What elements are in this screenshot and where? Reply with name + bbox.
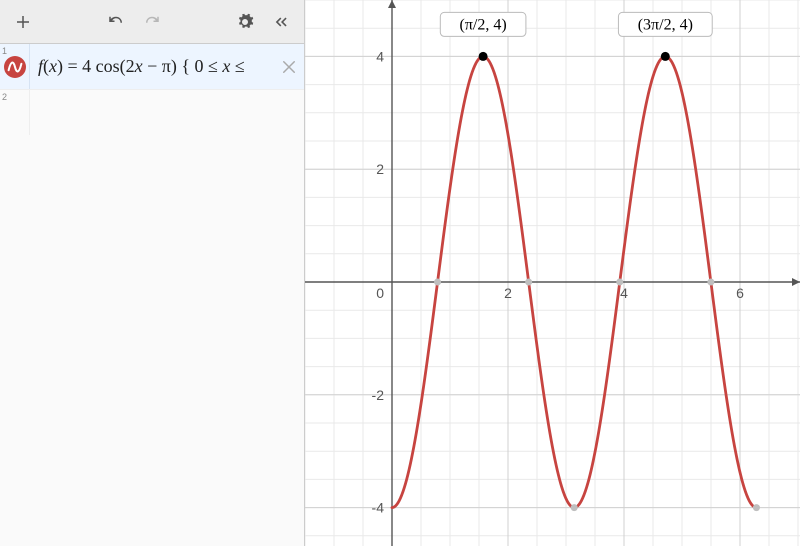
expression-row[interactable]: 2 xyxy=(0,89,304,135)
svg-text:0: 0 xyxy=(376,285,384,301)
sidebar-toolbar xyxy=(0,0,304,44)
svg-text:4: 4 xyxy=(620,285,628,301)
plus-icon xyxy=(14,13,32,31)
svg-text:-4: -4 xyxy=(372,500,385,516)
gear-icon xyxy=(236,13,254,31)
svg-text:2: 2 xyxy=(376,161,384,177)
graph-canvas[interactable]: 0 2 4 6 -4 -2 2 4 (π/2, 4) (3π/2, 4) xyxy=(305,0,800,546)
expression-row[interactable]: 1 f(x) = 4 cos(2x − π) { 0 ≤ x ≤ xyxy=(0,44,304,89)
expression-sidebar: 1 f(x) = 4 cos(2x − π) { 0 ≤ x ≤ 2 xyxy=(0,0,305,546)
redo-button[interactable] xyxy=(137,7,167,37)
app-root: 1 f(x) = 4 cos(2x − π) { 0 ≤ x ≤ 2 xyxy=(0,0,800,546)
expression-text[interactable] xyxy=(30,90,304,135)
redo-icon xyxy=(143,13,161,31)
svg-text:6: 6 xyxy=(736,285,744,301)
undo-button[interactable] xyxy=(101,7,131,37)
settings-button[interactable] xyxy=(230,7,260,37)
graph-panel[interactable]: 0 2 4 6 -4 -2 2 4 (π/2, 4) (3π/2, 4) xyxy=(305,0,800,546)
svg-text:-2: -2 xyxy=(372,387,385,403)
svg-text:2: 2 xyxy=(504,285,512,301)
undo-icon xyxy=(107,13,125,31)
close-icon xyxy=(280,58,298,76)
row-index: 2 xyxy=(2,92,7,102)
svg-text:(π/2, 4): (π/2, 4) xyxy=(460,16,507,33)
chevron-double-left-icon xyxy=(272,13,290,31)
svg-text:4: 4 xyxy=(376,48,384,64)
add-expression-button[interactable] xyxy=(8,7,38,37)
delete-expression-button[interactable] xyxy=(280,58,298,76)
expression-list: 1 f(x) = 4 cos(2x − π) { 0 ≤ x ≤ 2 xyxy=(0,44,304,546)
wave-icon xyxy=(4,56,26,78)
expression-text[interactable]: f(x) = 4 cos(2x − π) { 0 ≤ x ≤ xyxy=(30,44,304,89)
svg-text:(3π/2, 4): (3π/2, 4) xyxy=(638,16,693,33)
collapse-sidebar-button[interactable] xyxy=(266,7,296,37)
row-index: 1 xyxy=(2,46,7,56)
